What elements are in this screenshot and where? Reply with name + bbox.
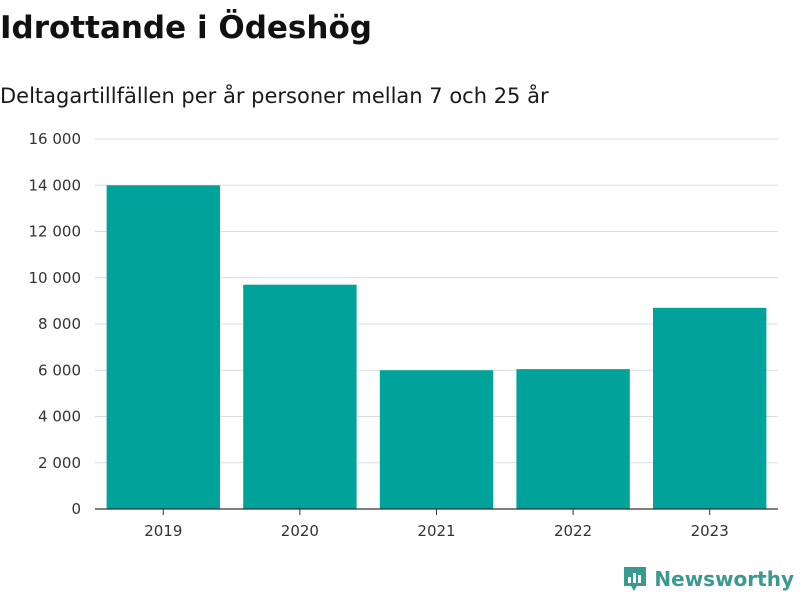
bar-chart-speech-bubble-icon [624, 567, 647, 591]
y-tick-label: 16 000 [29, 130, 82, 148]
y-tick-label: 12 000 [29, 223, 82, 241]
y-tick-label: 14 000 [29, 176, 82, 194]
bar [243, 284, 357, 509]
y-tick-label: 10 000 [29, 269, 82, 287]
y-tick-label: 0 [71, 500, 81, 518]
y-tick-label: 4 000 [38, 408, 81, 426]
newsworthy-brand: Newsworthy [622, 565, 794, 593]
x-tick-label: 2020 [281, 522, 319, 540]
bar [106, 185, 220, 509]
x-tick-label: 2022 [554, 522, 592, 540]
x-tick-label: 2023 [691, 522, 729, 540]
y-tick-label: 8 000 [38, 315, 81, 333]
x-tick-label: 2021 [417, 522, 455, 540]
bar [653, 307, 767, 509]
bar-chart: 0 2 000 4 000 6 000 8 000 10 000 12 000 14 000 1… [29, 130, 778, 540]
chart-title: Idrottande i Ödeshög [0, 10, 372, 46]
bar [379, 370, 494, 509]
y-tick-label: 6 000 [38, 361, 81, 379]
x-tick-label: 2019 [144, 522, 182, 540]
y-tick-label: 2 000 [38, 454, 81, 472]
chart-subtitle: Deltagartillfällen per år personer mella… [0, 84, 549, 108]
brand-name: Newsworthy [654, 567, 794, 591]
bar [516, 369, 630, 509]
